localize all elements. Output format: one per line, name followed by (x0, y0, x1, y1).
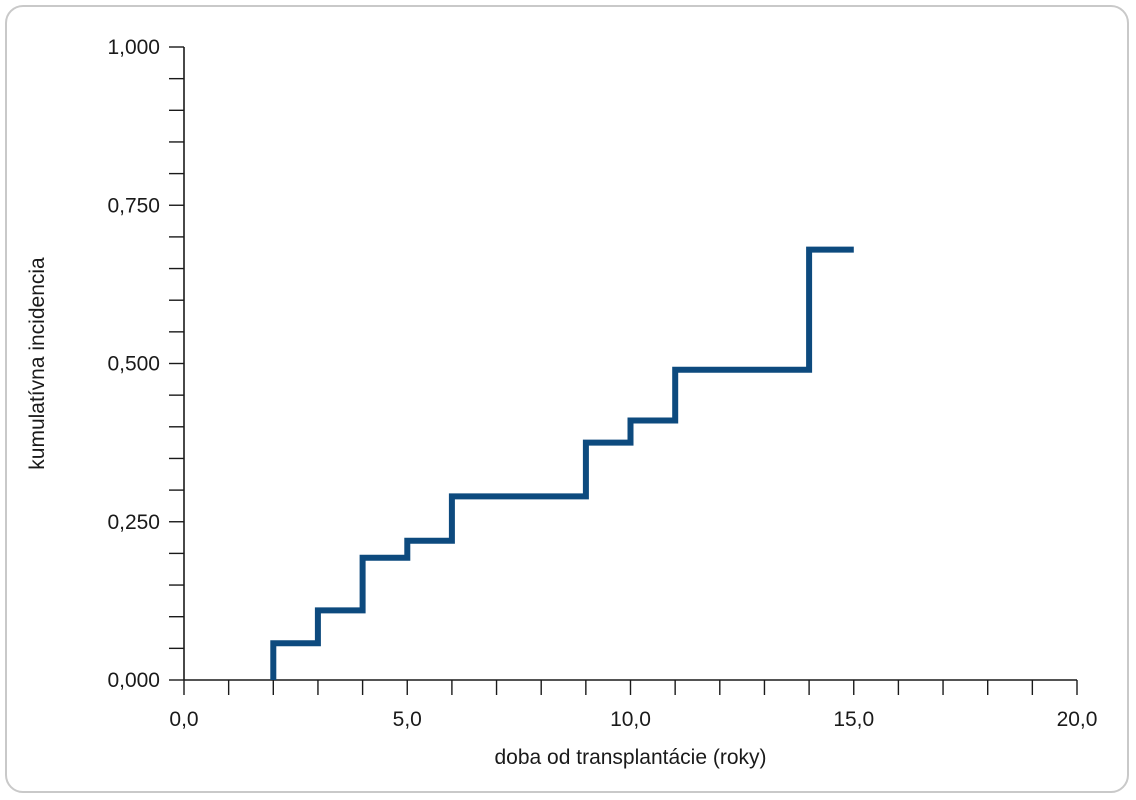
cumulative-incidence-series-line (270, 246, 854, 680)
y-tick-label: 0,500 (107, 353, 160, 376)
y-tick-label: 1,000 (107, 36, 160, 59)
tick-labels: 0,0 5,0 10,0 15,0 20,0 0,000 0,250 0,500 0,750 1,… (107, 36, 1097, 731)
x-tick-label: 20,0 (1057, 708, 1098, 731)
y-tick-label: 0,000 (107, 669, 160, 692)
x-tick-label: 10,0 (610, 708, 651, 731)
x-tick-label: 15,0 (833, 708, 874, 731)
y-tick-label: 0,250 (107, 511, 160, 534)
series-layer (270, 246, 854, 680)
axes (183, 47, 1077, 681)
x-tick-label: 5,0 (393, 708, 422, 731)
x-tick-label: 0,0 (169, 708, 198, 731)
x-axis-label: doba od transplantácie (roky) (495, 746, 767, 769)
y-tick-label: 0,750 (107, 194, 160, 217)
ticks (169, 46, 1078, 695)
chart-frame (5, 5, 1129, 793)
y-axis-label: kumulatívna incidencia (26, 257, 49, 470)
